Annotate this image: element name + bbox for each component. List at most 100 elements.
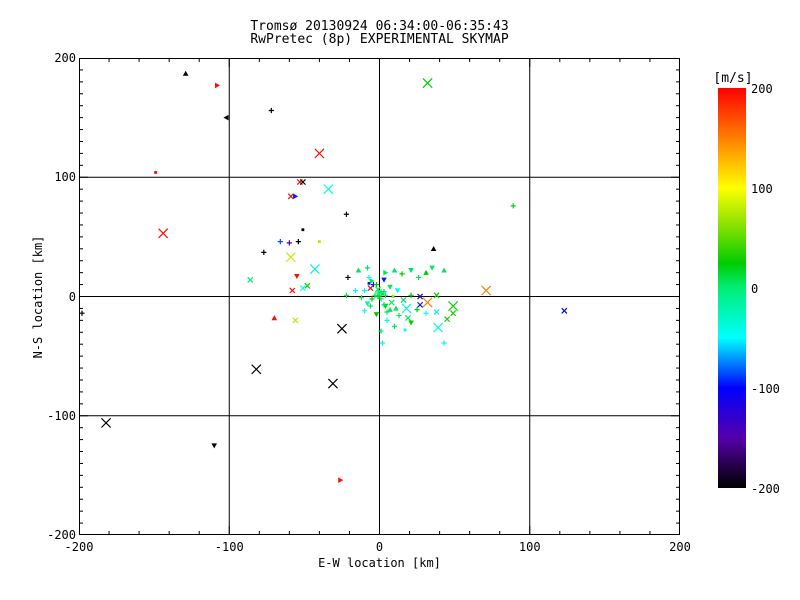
marker-plus xyxy=(378,328,384,334)
marker-cross xyxy=(367,285,374,292)
marker-plus xyxy=(358,295,365,301)
plot-area xyxy=(79,58,680,535)
marker-plus xyxy=(378,296,384,302)
colorbar-tick-labels: 200 100 0 -100 -200 xyxy=(751,82,795,496)
marker-triangle-right xyxy=(338,477,344,483)
marker-dot xyxy=(391,295,395,298)
marker-plus xyxy=(369,296,375,302)
marker-triangle-down xyxy=(364,301,371,307)
marker-cross xyxy=(299,178,306,186)
marker-cross xyxy=(401,303,412,314)
y-tick-label: 100 xyxy=(54,170,76,185)
marker-triangle-left xyxy=(223,114,229,121)
marker-cross xyxy=(444,316,451,323)
marker-plus xyxy=(391,323,398,329)
marker-plus xyxy=(364,265,371,271)
marker-cross xyxy=(247,276,254,283)
marker-cross xyxy=(422,78,433,89)
marker-triangle-right xyxy=(383,269,389,276)
marker-triangle-up xyxy=(271,315,278,321)
marker-plus xyxy=(510,203,516,209)
marker-plus xyxy=(361,308,368,314)
marker-plus xyxy=(295,239,301,245)
marker-plus xyxy=(384,309,390,315)
marker-cross xyxy=(422,297,433,308)
colorbar-unit-label: [m/s] xyxy=(713,71,753,86)
marker-triangle-up xyxy=(430,246,437,252)
marker-plus xyxy=(352,287,359,294)
marker-triangle-up xyxy=(393,305,399,311)
marker-triangle-down xyxy=(381,277,387,283)
marker-cross xyxy=(405,314,412,321)
marker-triangle-right xyxy=(293,193,299,200)
marker-plus xyxy=(261,249,267,255)
marker-triangle-down xyxy=(429,265,435,271)
x-tick-label: -100 xyxy=(214,540,244,554)
colorbar-tick-label: 0 xyxy=(751,282,759,296)
marker-cross xyxy=(433,292,440,299)
x-tick-label: 0 xyxy=(375,540,384,554)
marker-plus xyxy=(343,292,350,298)
x-tick-label: 100 xyxy=(518,540,541,554)
marker-triangle-down xyxy=(394,288,401,294)
marker-triangle-up xyxy=(441,267,447,273)
marker-plus xyxy=(423,310,429,316)
marker-cross xyxy=(561,307,568,314)
marker-plus xyxy=(366,274,372,281)
y-tick-label: -100 xyxy=(47,408,76,423)
marker-plus xyxy=(372,292,378,298)
x-axis-title: E-W location [km] xyxy=(318,556,441,570)
y-tick-label: 0 xyxy=(68,289,76,304)
figure-title: Tromsø 20130924 06:34:00-06:35:43 xyxy=(250,19,509,34)
marker-triangle-right xyxy=(214,82,221,89)
marker-cross xyxy=(287,193,294,200)
marker-cross xyxy=(417,301,424,308)
marker-cross xyxy=(292,317,299,324)
marker-plus xyxy=(367,303,374,309)
marker-cross xyxy=(433,322,444,333)
marker-dot xyxy=(318,240,321,244)
marker-plus xyxy=(79,310,85,316)
marker-plus xyxy=(399,271,405,277)
marker-plus xyxy=(384,317,390,323)
marker-plus xyxy=(382,292,389,298)
marker-cross xyxy=(309,264,320,275)
marker-dot xyxy=(301,228,305,232)
marker-triangle-up xyxy=(391,267,398,273)
marker-triangle-down xyxy=(294,273,300,280)
marker-plus xyxy=(408,292,414,298)
marker-plus xyxy=(415,274,422,281)
marker-cross xyxy=(158,228,169,239)
marker-cross xyxy=(289,287,296,294)
marker-plus xyxy=(286,240,292,246)
marker-triangle-up xyxy=(423,269,429,275)
marker-plus xyxy=(268,107,274,114)
marker-plus xyxy=(345,274,351,281)
marker-plus xyxy=(277,239,283,245)
x-tick-label: -200 xyxy=(64,540,94,554)
marker-cross xyxy=(433,308,440,316)
marker-triangle-up xyxy=(355,267,362,273)
colorbar-tick-label: 200 xyxy=(751,82,773,96)
scatter-canvas xyxy=(79,58,680,535)
marker-plus xyxy=(396,312,402,319)
marker-cross xyxy=(417,293,424,300)
marker-cross xyxy=(299,285,306,292)
marker-cross xyxy=(336,323,347,334)
marker-plus xyxy=(441,340,447,346)
marker-cross xyxy=(481,285,492,296)
colorbar-gradient xyxy=(718,88,746,488)
x-tick-labels: -200 -100 0 100 200 xyxy=(65,540,691,554)
marker-plus xyxy=(375,293,381,300)
marker-cross xyxy=(323,184,334,195)
marker-plus xyxy=(414,307,420,313)
marker-triangle-up xyxy=(182,70,189,76)
y-tick-label: -200 xyxy=(47,528,76,542)
marker-dot xyxy=(367,281,371,285)
marker-cross xyxy=(285,252,296,263)
marker-plus xyxy=(381,302,387,308)
marker-triangle-right xyxy=(369,278,375,284)
marker-triangle-down xyxy=(211,443,218,449)
y-tick-label: 200 xyxy=(54,51,76,65)
